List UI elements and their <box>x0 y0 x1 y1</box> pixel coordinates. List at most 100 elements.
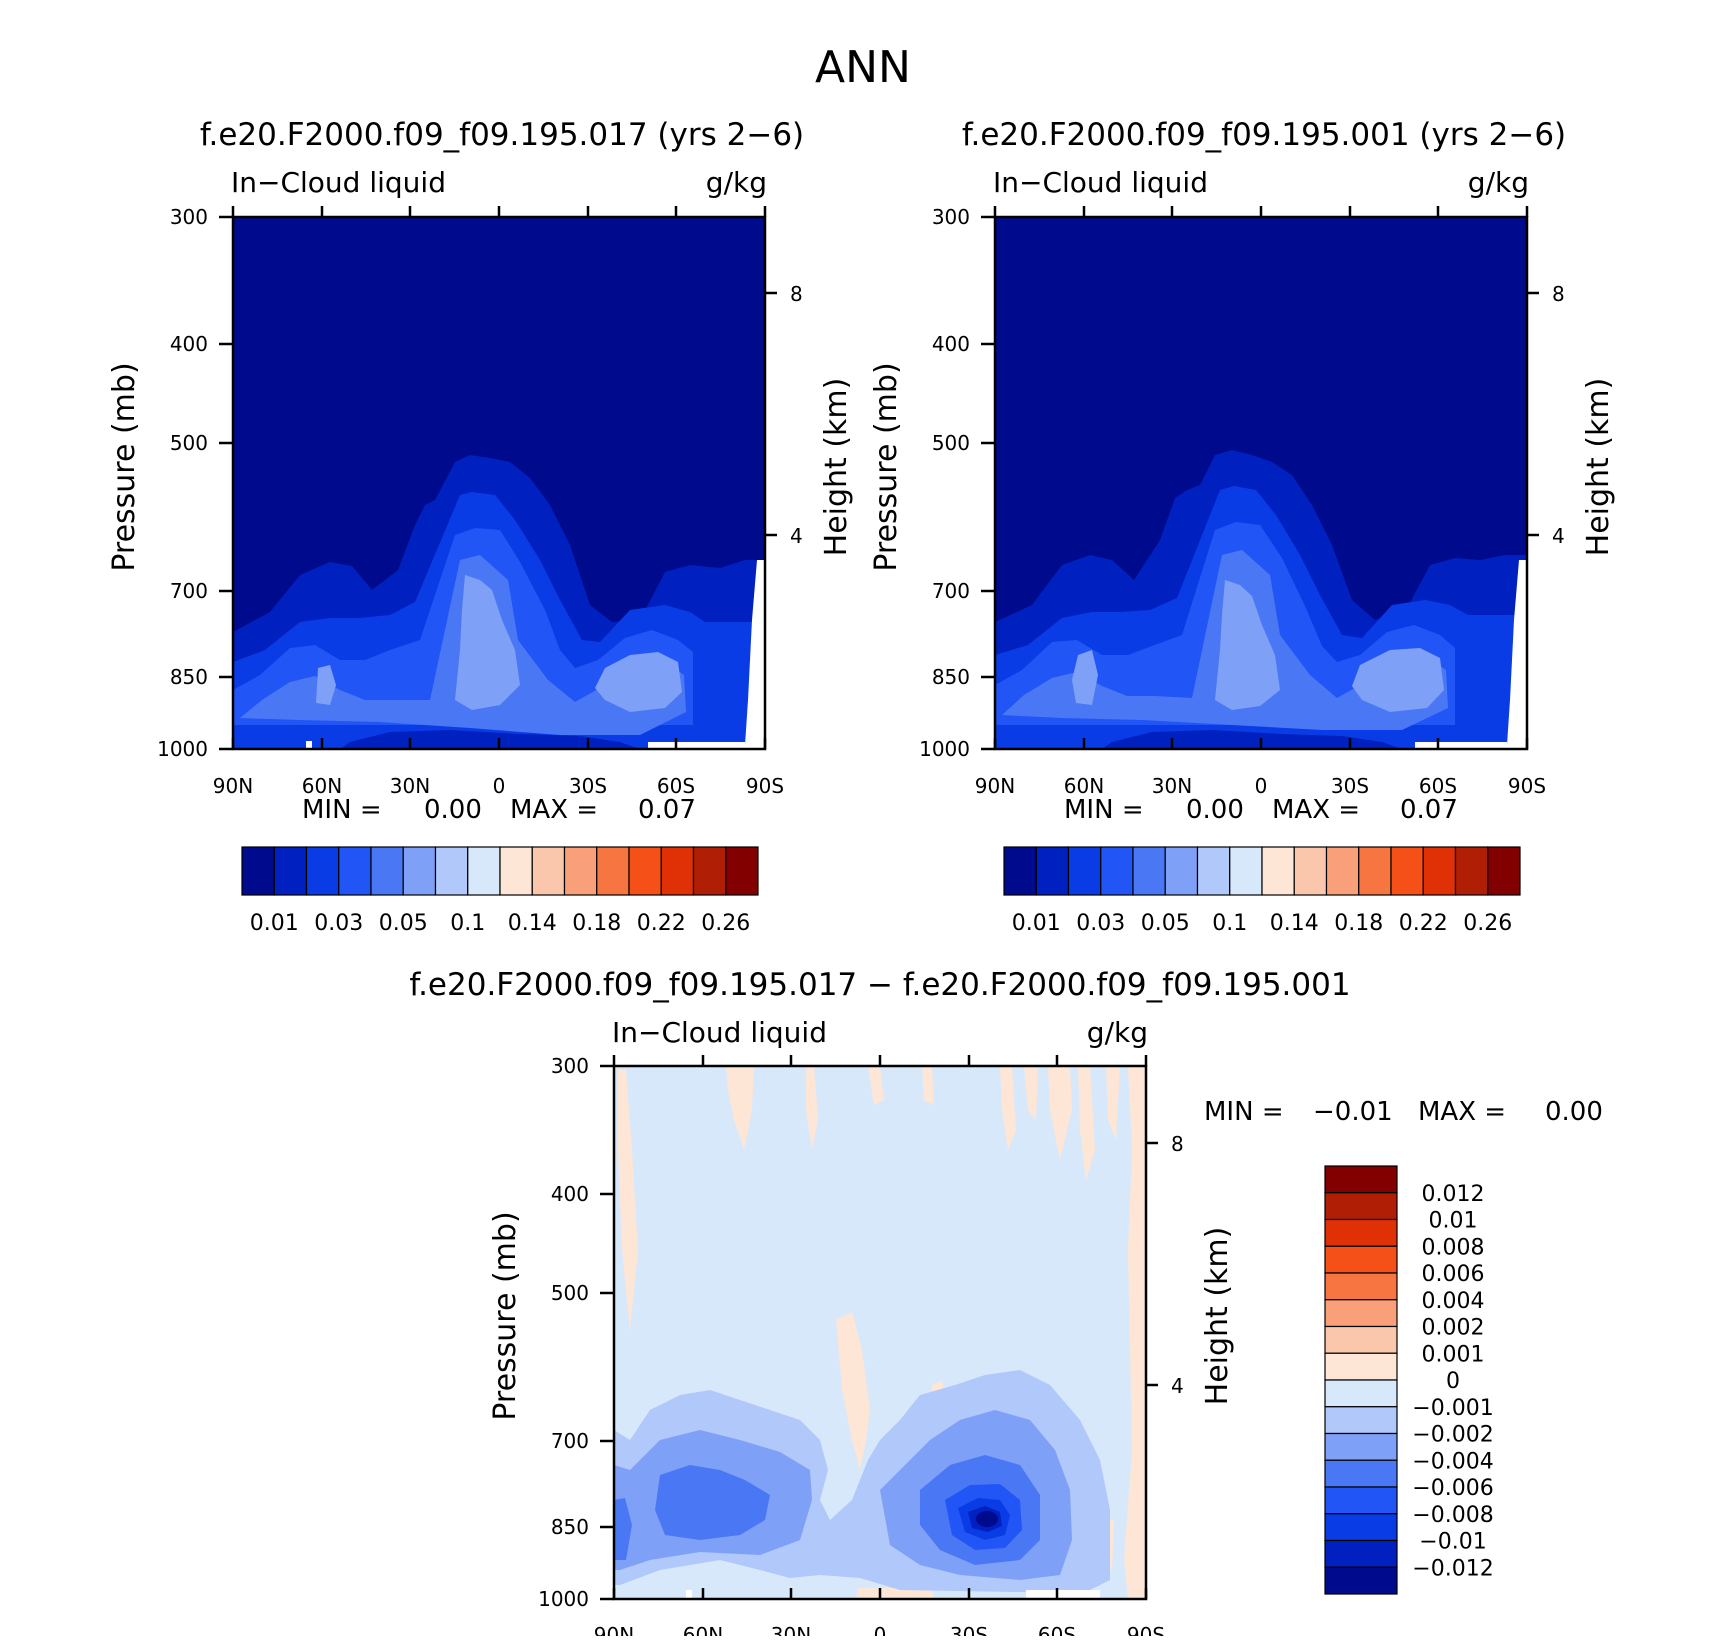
colorbar-label: 0.002 <box>1422 1316 1485 1341</box>
colorbar-swatch <box>467 846 501 896</box>
y-tick-700: 700 <box>170 579 233 603</box>
colorbar-label: −0.001 <box>1412 1396 1493 1421</box>
panel-model-017: f.e20.F2000.f09_f09.195.017 (yrs 2−6) In… <box>107 117 854 936</box>
min-value: 0.00 <box>1186 795 1244 825</box>
colorbar-swatch <box>1324 1432 1398 1461</box>
y-axis-label: Pressure (mb) <box>869 362 904 571</box>
y-tick-1000: 1000 <box>157 737 233 761</box>
svg-text:90N: 90N <box>975 774 1015 798</box>
colorbar-label: 0.1 <box>450 911 485 936</box>
x-tick-60N: 60N <box>1064 206 1104 798</box>
colorbar-swatch <box>1261 846 1295 896</box>
colorbar-swatch <box>1035 846 1070 896</box>
colorbar-label: 0.26 <box>701 911 750 936</box>
colorbar-swatch <box>1324 1299 1398 1328</box>
variable-label: In−Cloud liquid <box>231 166 446 199</box>
x-tick-30N: 30N <box>390 206 430 798</box>
colorbar: 0.01 0.03 0.05 0.1 0.14 0.18 0.22 0.26 <box>1003 846 1521 936</box>
x-tick-30S: 30S <box>1331 206 1369 798</box>
y-tick-500: 500 <box>551 1281 614 1305</box>
colorbar-swatch <box>1164 846 1199 896</box>
x-axis: 90N 60N 30N 0 30S 60S 90S <box>213 206 784 798</box>
colorbar-label: −0.012 <box>1412 1556 1493 1581</box>
colorbar-swatch <box>402 846 437 896</box>
x-tick-60S: 60S <box>1419 206 1457 798</box>
svg-text:4: 4 <box>1552 524 1565 548</box>
y-tick-300: 300 <box>170 205 233 229</box>
y-tick-300: 300 <box>932 205 995 229</box>
svg-text:60S: 60S <box>1419 774 1457 798</box>
colorbar-swatch <box>1324 1352 1398 1381</box>
svg-text:0: 0 <box>493 774 506 798</box>
panel-title: f.e20.F2000.f09_f09.195.001 (yrs 2−6) <box>962 117 1566 153</box>
colorbar-label: 0 <box>1446 1369 1460 1394</box>
colorbar-label: 0.14 <box>508 911 557 936</box>
colorbar-swatch <box>1324 1218 1398 1247</box>
colorbar-swatch <box>1454 846 1489 896</box>
svg-text:90S: 90S <box>1508 774 1546 798</box>
colorbar-label: 0.03 <box>1076 911 1125 936</box>
x-tick-0: 0 <box>493 206 506 798</box>
max-label: MAX = <box>1272 795 1360 825</box>
max-label: MAX = <box>1418 1097 1506 1127</box>
svg-text:700: 700 <box>932 579 970 603</box>
x-tick-30N: 30N <box>1152 206 1192 798</box>
colorbar-label: 0.26 <box>1463 911 1512 936</box>
units-label: g/kg <box>1087 1016 1148 1049</box>
panel-difference: f.e20.F2000.f09_f09.195.017 − f.e20.F200… <box>409 967 1602 1640</box>
colorbar-label: 0.22 <box>637 911 686 936</box>
stats-line: MIN = 0.00 MAX = 0.07 <box>302 795 696 825</box>
colorbar-swatch <box>1003 846 1037 896</box>
svg-text:60N: 60N <box>683 1623 723 1636</box>
svg-text:850: 850 <box>551 1515 589 1539</box>
colorbar-swatch <box>434 846 469 896</box>
x-tick-60N: 60N <box>302 206 342 798</box>
svg-text:500: 500 <box>932 431 970 455</box>
svg-text:90S: 90S <box>746 774 784 798</box>
colorbar-swatch <box>1324 1379 1398 1408</box>
colorbar-label: −0.006 <box>1412 1476 1493 1501</box>
y-tick-1000: 1000 <box>919 737 995 761</box>
y-tick-700: 700 <box>551 1429 614 1453</box>
svg-text:400: 400 <box>551 1182 589 1206</box>
units-label: g/kg <box>1468 166 1529 199</box>
contour-field <box>233 217 765 749</box>
svg-text:30S: 30S <box>950 1623 988 1636</box>
y-tick-1000: 1000 <box>538 1587 614 1611</box>
svg-text:850: 850 <box>170 665 208 689</box>
units-label: g/kg <box>706 166 767 199</box>
svg-text:30S: 30S <box>569 774 607 798</box>
svg-text:30N: 30N <box>771 1623 811 1636</box>
svg-text:8: 8 <box>1552 282 1565 306</box>
y2-tick-8: 8 <box>765 282 803 306</box>
colorbar-swatch <box>1132 846 1166 896</box>
colorbar-swatch <box>1324 1539 1398 1568</box>
colorbar-swatch <box>1422 846 1457 896</box>
colorbar-swatch <box>338 846 372 896</box>
panel-model-001: f.e20.F2000.f09_f09.195.001 (yrs 2−6) In… <box>869 117 1616 936</box>
x-axis: 90N 60N 30N 0 30S 60S 90S <box>975 206 1546 798</box>
svg-text:8: 8 <box>1171 1132 1184 1156</box>
colorbar-swatch <box>1324 1272 1398 1301</box>
colorbar-swatch <box>1325 846 1360 896</box>
colorbar-label: 0.01 <box>250 911 299 936</box>
svg-text:850: 850 <box>932 665 970 689</box>
colorbar-swatch <box>1324 1406 1398 1435</box>
colorbar-swatch <box>305 846 340 896</box>
y-tick-400: 400 <box>932 332 995 356</box>
svg-text:300: 300 <box>932 205 970 229</box>
colorbar-label: 0.05 <box>379 911 428 936</box>
svg-text:1000: 1000 <box>157 737 208 761</box>
y-axis-label: Pressure (mb) <box>488 1211 523 1420</box>
colorbar-swatch <box>1293 846 1328 896</box>
y2-axis-label: Height (km) <box>1581 378 1616 557</box>
colorbar: 0.01 0.03 0.05 0.1 0.14 0.18 0.22 0.26 <box>241 846 759 936</box>
panel-title: f.e20.F2000.f09_f09.195.017 − f.e20.F200… <box>409 967 1350 1003</box>
y2-axis-label: Height (km) <box>1200 1227 1235 1406</box>
svg-text:1000: 1000 <box>538 1587 589 1611</box>
svg-text:90N: 90N <box>594 1623 634 1636</box>
y-tick-400: 400 <box>551 1182 614 1206</box>
colorbar-label: 0.18 <box>572 911 621 936</box>
svg-text:0: 0 <box>874 1623 887 1636</box>
colorbar-swatch <box>1324 1245 1398 1274</box>
